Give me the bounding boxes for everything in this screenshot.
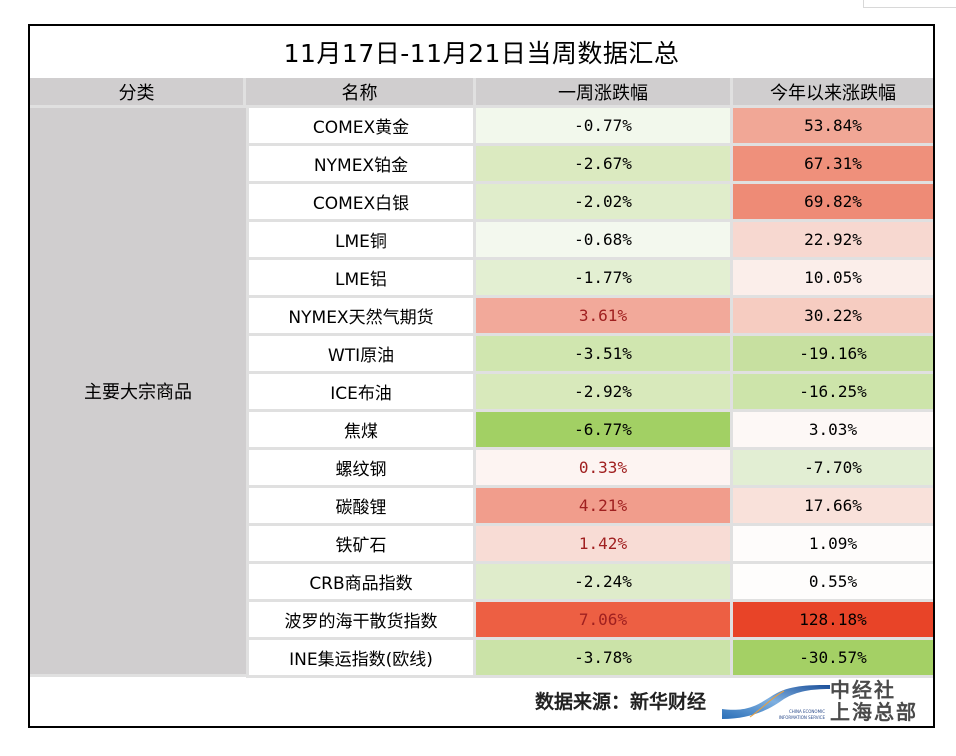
commodity-name: LME铜	[246, 222, 476, 257]
commodity-name: NYMEX铂金	[246, 146, 476, 181]
ytd-change-value: -16.25%	[733, 374, 933, 409]
ytd-change-value: 1.09%	[733, 526, 933, 561]
commodity-name: COMEX黄金	[246, 108, 476, 143]
weekly-change-value: 0.33%	[476, 450, 733, 485]
ytd-change-value: 17.66%	[733, 488, 933, 523]
commodity-name: COMEX白银	[246, 184, 476, 219]
weekly-change-value: 7.06%	[476, 602, 733, 637]
ytd-change-value: 10.05%	[733, 260, 933, 295]
table-row: INE集运指数(欧线) -3.78% -30.57%	[246, 637, 933, 678]
commodity-name: LME铝	[246, 260, 476, 295]
weekly-change-value: -2.02%	[476, 184, 733, 219]
weekly-change-value: -2.92%	[476, 374, 733, 409]
weekly-change-value: -3.51%	[476, 336, 733, 371]
data-source: 数据来源：新华财经	[535, 691, 707, 713]
weekly-change-value: -6.77%	[476, 412, 733, 447]
ytd-change-value: 69.82%	[733, 184, 933, 219]
table-row: NYMEX铂金 -2.67% 67.31%	[246, 143, 933, 181]
commodity-name: 碳酸锂	[246, 488, 476, 523]
table-row: WTI原油 -3.51% -19.16%	[246, 333, 933, 371]
corner-decoration	[863, 0, 956, 8]
logo-wave-icon: CHINA ECONOMIC INFORMATION SERVICE	[722, 685, 830, 720]
weekly-change-value: 3.61%	[476, 298, 733, 333]
table-row: 碳酸锂 4.21% 17.66%	[246, 485, 933, 523]
commodity-name: WTI原油	[246, 336, 476, 371]
weekly-change-value: -0.77%	[476, 108, 733, 143]
header-category: 分类	[30, 78, 246, 105]
ytd-change-value: 0.55%	[733, 564, 933, 599]
commodity-name: 波罗的海干散货指数	[246, 602, 476, 637]
table-row: COMEX白银 -2.02% 69.82%	[246, 181, 933, 219]
weekly-change-value: -2.67%	[476, 146, 733, 181]
logo-line-1: 中经社	[830, 678, 896, 702]
commodity-name: 铁矿石	[246, 526, 476, 561]
table-body: 主要大宗商品 COMEX黄金 -0.77% 53.84% NYMEX铂金 -2.67% 6…	[30, 105, 933, 678]
ytd-change-value: 3.03%	[733, 412, 933, 447]
ytd-change-value: -7.70%	[733, 450, 933, 485]
ytd-change-value: 22.92%	[733, 222, 933, 257]
header-weekly-change: 一周涨跌幅	[476, 78, 733, 105]
svg-text:INFORMATION SERVICE: INFORMATION SERVICE	[779, 715, 826, 720]
footer: 数据来源：新华财经 CHINA ECONOMIC INFORMATION SER…	[30, 677, 933, 726]
table-rows: COMEX黄金 -0.77% 53.84% NYMEX铂金 -2.67% 67.31% CO…	[246, 105, 933, 678]
table-row: COMEX黄金 -0.77% 53.84%	[246, 105, 933, 143]
svg-text:CHINA ECONOMIC: CHINA ECONOMIC	[789, 709, 825, 714]
commodity-name: INE集运指数(欧线)	[246, 640, 476, 675]
table-row: 焦煤 -6.77% 3.03%	[246, 409, 933, 447]
table-row: NYMEX天然气期货 3.61% 30.22%	[246, 295, 933, 333]
commodity-name: CRB商品指数	[246, 564, 476, 599]
ytd-change-value: -30.57%	[733, 640, 933, 675]
table-row: LME铜 -0.68% 22.92%	[246, 219, 933, 257]
logo-line-2: 上海总部	[830, 700, 918, 724]
logo-text: 中经社 上海总部	[830, 679, 918, 723]
ytd-change-value: 67.31%	[733, 146, 933, 181]
ytd-change-value: 30.22%	[733, 298, 933, 333]
ytd-change-value: -19.16%	[733, 336, 933, 371]
summary-table: 11月17日-11月21日当周数据汇总 分类 名称 一周涨跌幅 今年以来涨跌幅 …	[28, 24, 935, 728]
commodity-name: 焦煤	[246, 412, 476, 447]
table-header: 分类 名称 一周涨跌幅 今年以来涨跌幅	[30, 78, 933, 105]
ytd-change-value: 128.18%	[733, 602, 933, 637]
weekly-change-value: 4.21%	[476, 488, 733, 523]
weekly-change-value: -3.78%	[476, 640, 733, 675]
table-row: 铁矿石 1.42% 1.09%	[246, 523, 933, 561]
commodity-name: NYMEX天然气期货	[246, 298, 476, 333]
table-row: ICE布油 -2.92% -16.25%	[246, 371, 933, 409]
ytd-change-value: 53.84%	[733, 108, 933, 143]
weekly-change-value: -2.24%	[476, 564, 733, 599]
table-row: 螺纹钢 0.33% -7.70%	[246, 447, 933, 485]
commodity-name: 螺纹钢	[246, 450, 476, 485]
table-row: CRB商品指数 -2.24% 0.55%	[246, 561, 933, 599]
weekly-change-value: -1.77%	[476, 260, 733, 295]
header-name: 名称	[246, 78, 476, 105]
table-title: 11月17日-11月21日当周数据汇总	[283, 39, 680, 68]
table-row: 波罗的海干散货指数 7.06% 128.18%	[246, 599, 933, 637]
category-cell: 主要大宗商品	[30, 105, 246, 677]
weekly-change-value: 1.42%	[476, 526, 733, 561]
table-row: LME铝 -1.77% 10.05%	[246, 257, 933, 295]
commodity-name: ICE布油	[246, 374, 476, 409]
weekly-change-value: -0.68%	[476, 222, 733, 257]
header-ytd-change: 今年以来涨跌幅	[733, 78, 933, 105]
